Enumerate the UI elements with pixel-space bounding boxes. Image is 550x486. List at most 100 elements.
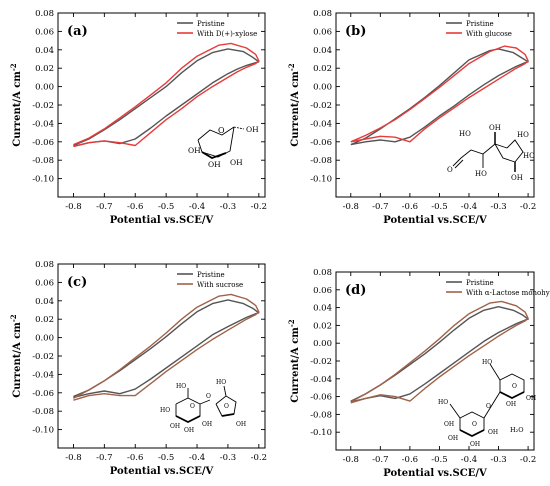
x-tick-label: -0.5 bbox=[158, 202, 174, 212]
chart-panel: -0.8 -0.7 -0.6 -0.5 -0.4 -0.3 -0.2 -0.10 -0.08 -0… bbox=[9, 260, 267, 477]
x-tick-label: -0.2 bbox=[520, 202, 536, 212]
x-tick-label: -0.4 bbox=[461, 455, 477, 465]
structure-label: O bbox=[447, 166, 453, 174]
structure-label: OH bbox=[470, 441, 480, 448]
structure-label: HO bbox=[517, 131, 529, 139]
x-tick-label: -0.5 bbox=[158, 453, 174, 463]
x-tick-label: -0.4 bbox=[189, 453, 205, 463]
y-tick-label: -0.02 bbox=[32, 352, 54, 362]
x-tick-label: -0.6 bbox=[127, 202, 143, 212]
structure-label: O bbox=[190, 403, 195, 410]
series-line-pristine bbox=[73, 48, 260, 148]
y-tick-label: -0.04 bbox=[310, 119, 332, 129]
y-tick-label: 0.04 bbox=[313, 304, 332, 314]
y-axis-label-sup: -2 bbox=[9, 63, 18, 71]
y-tick-label: -0.10 bbox=[32, 175, 54, 185]
y-tick-label: -0.02 bbox=[310, 101, 332, 111]
y-tick-label: 0.04 bbox=[35, 46, 54, 56]
x-axis-label: Potential vs.SCE/V bbox=[110, 215, 214, 226]
x-tick-label: -0.6 bbox=[127, 453, 143, 463]
y-tick-label: 0.00 bbox=[313, 339, 332, 349]
series-line-pristine bbox=[350, 306, 529, 403]
x-tick-label: -0.3 bbox=[490, 455, 506, 465]
x-tick-label: -0.7 bbox=[96, 202, 112, 212]
structure-label: OH bbox=[526, 395, 536, 402]
y-axis-label-text: Current/A cm bbox=[12, 322, 23, 398]
y-tick-label: 0.04 bbox=[35, 297, 54, 307]
plot-frame bbox=[335, 12, 535, 198]
structure-label: OH bbox=[208, 160, 221, 169]
structure-label: OH bbox=[170, 423, 180, 430]
x-tick-label: -0.8 bbox=[343, 202, 359, 212]
structure-glucose: HO HO OH HO HO OH O bbox=[447, 124, 535, 182]
y-tick-label: -0.10 bbox=[32, 426, 54, 436]
y-tick-label: 0.04 bbox=[313, 46, 332, 56]
y-tick-label: 0.08 bbox=[313, 9, 332, 19]
legend-label: Pristine bbox=[197, 271, 225, 279]
structure-sucrose: HO HO O OH OH OH O O OH HO bbox=[160, 379, 246, 434]
x-tick-label: -0.3 bbox=[220, 202, 236, 212]
structure-label: O bbox=[218, 126, 225, 135]
panel-label: (d) bbox=[345, 283, 366, 298]
structure-label: O bbox=[224, 403, 229, 410]
y-tick-label: 0.02 bbox=[35, 64, 54, 74]
y-tick-label: -0.06 bbox=[32, 138, 54, 148]
structure-label: OH bbox=[488, 429, 498, 436]
legend-label: With D(+)-xylose bbox=[197, 30, 257, 38]
y-tick-label: 0.06 bbox=[313, 27, 332, 37]
series-line-additive bbox=[350, 300, 529, 404]
y-tick-label: -0.08 bbox=[32, 156, 54, 166]
y-tick-label: -0.04 bbox=[310, 375, 332, 385]
series-line-additive bbox=[73, 293, 260, 401]
y-tick-label: 0.02 bbox=[35, 315, 54, 325]
plot-frame bbox=[57, 263, 266, 449]
x-tick-label: -0.4 bbox=[461, 202, 477, 212]
y-axis-label-sup: -2 bbox=[9, 314, 18, 322]
x-tick-label: -0.7 bbox=[96, 453, 112, 463]
y-tick-label: -0.08 bbox=[310, 410, 332, 420]
legend-label: Pristine bbox=[197, 20, 225, 28]
structure-label: O bbox=[486, 403, 491, 410]
x-tick-label: -0.2 bbox=[251, 202, 267, 212]
panel-label: (c) bbox=[67, 275, 87, 290]
legend-label: Pristine bbox=[466, 279, 494, 287]
legend-label: With α-Lactose monohydrate bbox=[466, 289, 550, 297]
y-tick-label: -0.06 bbox=[310, 393, 332, 403]
x-axis-label: Potential vs.SCE/V bbox=[383, 468, 487, 479]
chart-panel: -0.8 -0.7 -0.6 -0.5 -0.4 -0.3 -0.2 -0.10 -0.08 -0… bbox=[287, 9, 536, 226]
panel-label: (a) bbox=[67, 24, 88, 39]
structure-lactose: HO O OH OH HO O OH O OH OH OH H₂O bbox=[438, 359, 536, 448]
panel-label: (b) bbox=[345, 24, 366, 39]
y-tick-label: 0.08 bbox=[35, 9, 54, 19]
y-tick-label: 0.06 bbox=[35, 278, 54, 288]
structure-label: OH bbox=[184, 427, 194, 434]
x-tick-label: -0.4 bbox=[189, 202, 205, 212]
structure-label: HO bbox=[523, 152, 535, 160]
structure-label: H₂O bbox=[510, 426, 524, 434]
chart-panel: -0.8 -0.7 -0.6 -0.5 -0.4 -0.3 -0.2 -0.10 -0.08 -0… bbox=[9, 9, 267, 226]
y-tick-label: -0.06 bbox=[310, 138, 332, 148]
structure-label: OH bbox=[448, 435, 458, 442]
x-tick-label: -0.6 bbox=[402, 455, 418, 465]
structure-xylose: O OH OH OH OH bbox=[188, 125, 259, 169]
series-line-additive bbox=[350, 45, 529, 143]
structure-label: HO bbox=[216, 379, 226, 386]
structure-label: HO bbox=[459, 130, 471, 138]
x-tick-label: -0.3 bbox=[490, 202, 506, 212]
structure-label: HO bbox=[475, 170, 487, 178]
x-tick-label: -0.7 bbox=[372, 202, 388, 212]
structure-label: OH bbox=[246, 125, 259, 134]
y-tick-label: -0.08 bbox=[32, 407, 54, 417]
y-tick-label: 0.00 bbox=[35, 334, 54, 344]
x-tick-label: -0.2 bbox=[251, 453, 267, 463]
y-tick-label: 0.08 bbox=[35, 260, 54, 270]
y-axis-label: Current/A cm-2 bbox=[9, 63, 23, 146]
y-axis-label-sup: -2 bbox=[287, 63, 296, 71]
y-tick-label: -0.02 bbox=[32, 101, 54, 111]
y-axis-label-sup: -2 bbox=[287, 319, 296, 327]
structure-label: HO bbox=[438, 399, 448, 406]
y-tick-label: -0.10 bbox=[310, 175, 332, 185]
structure-label: O bbox=[472, 421, 477, 428]
x-tick-label: -0.7 bbox=[372, 455, 388, 465]
